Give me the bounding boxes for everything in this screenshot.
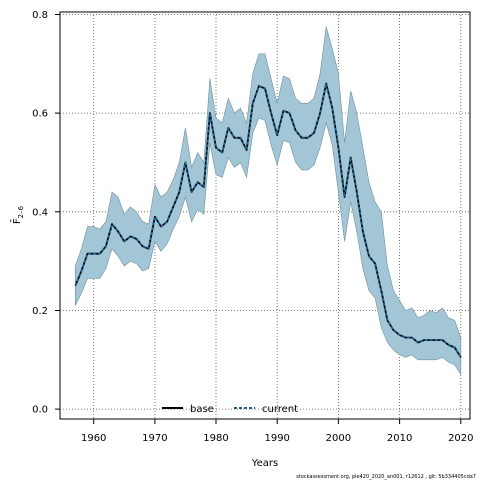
- plot-frame: [59, 11, 471, 420]
- y-axis-label: F̄2–6: [10, 205, 25, 224]
- x-tick-label: 1970: [142, 433, 167, 444]
- x-tick-label: 2010: [387, 433, 412, 444]
- x-tick-label: 1960: [81, 433, 106, 444]
- y-tick-label: 0.6: [32, 109, 48, 120]
- series-lines: [74, 82, 462, 358]
- series-line-base: [74, 82, 462, 358]
- y-axis-label-subscript: 2–6: [17, 205, 25, 218]
- x-tick-label: 2000: [326, 433, 351, 444]
- y-tick-label: 0.8: [32, 10, 48, 21]
- legend: base current: [162, 404, 298, 415]
- y-tick-label: 0.4: [32, 207, 48, 218]
- confidence-band-area: [75, 26, 462, 376]
- x-axis: 1960 1970 1980 1990 2000 2010 2020: [81, 419, 474, 444]
- x-tick-label: 1980: [203, 433, 228, 444]
- y-axis-label-main: F̄: [10, 218, 23, 224]
- legend-label-base: base: [190, 404, 214, 415]
- confidence-band: [75, 26, 462, 376]
- x-tick-label: 2020: [448, 433, 473, 444]
- svg-text:F̄2–6: F̄2–6: [10, 205, 25, 224]
- y-tick-label: 0.2: [32, 306, 48, 317]
- x-axis-label: Years: [251, 458, 278, 469]
- x-tick-label: 1990: [264, 433, 289, 444]
- legend-label-current: current: [262, 404, 298, 415]
- y-axis: 0.0 0.2 0.4 0.6 0.8: [32, 10, 60, 416]
- y-tick-label: 0.0: [32, 405, 48, 416]
- footer-attribution: stockassessment.org, ple420_2020_an001, …: [296, 474, 476, 480]
